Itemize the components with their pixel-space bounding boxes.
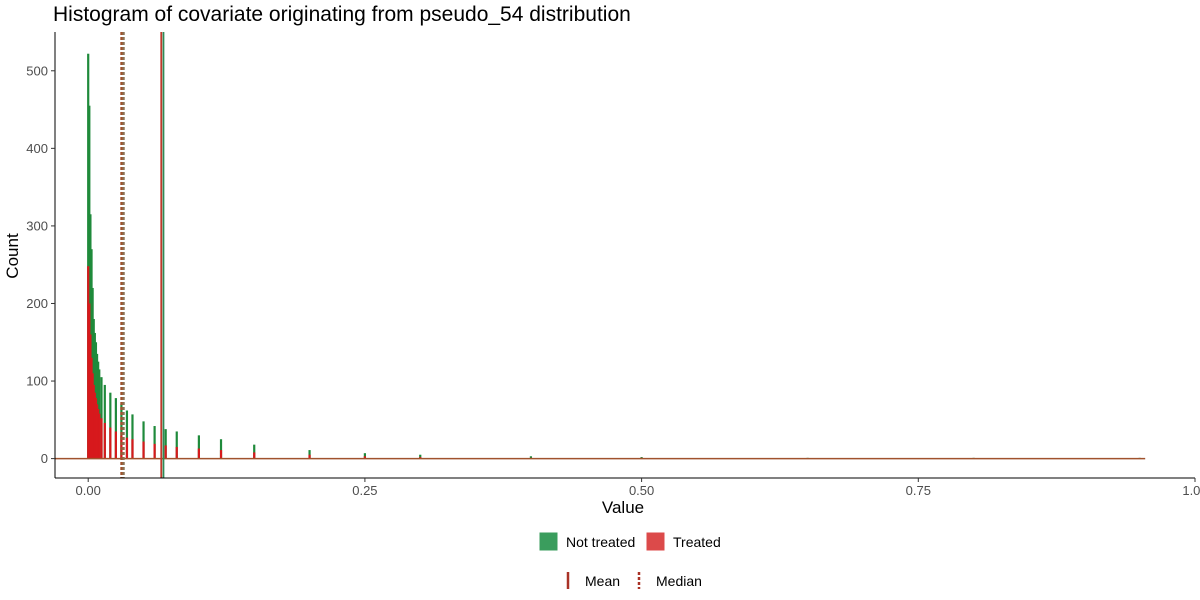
histogram-bar [125,437,129,459]
histogram-bar [153,443,156,459]
histogram-bar [95,404,99,459]
y-tick-label: 200 [26,296,48,311]
legend-label: Treated [673,534,721,550]
histogram-bar [253,444,256,459]
histogram-bar [100,377,103,459]
histogram-bar [90,357,93,459]
legend-swatch [539,532,558,551]
y-tick-label: 100 [26,374,48,389]
histogram-bar [97,408,100,459]
histogram-bar [164,429,167,459]
histogram-bar [109,427,112,459]
histogram-bar [87,266,90,459]
histogram-bar [419,457,422,459]
histogram-bar [253,452,256,459]
histogram-bar [308,450,311,459]
histogram-bar [120,435,123,459]
histogram-bar [100,418,103,459]
histogram-bar [197,435,200,459]
histogram-bar [109,392,112,459]
x-tick-label: 0.25 [352,483,377,498]
y-tick-label: 400 [26,141,48,156]
y-tick-label: 300 [26,218,48,233]
histogram-bar [142,441,145,459]
legend-label: Not treated [566,534,635,550]
legend-swatch [646,532,665,551]
chart-title: Histogram of covariate originating from … [53,3,631,26]
histogram-bar [363,453,367,459]
histogram-bar [419,454,422,459]
legend-item-median: Median [637,572,702,589]
legend-fill: Not treated Treated [539,532,721,551]
histogram-bar [114,431,117,459]
histogram-bar [125,410,129,459]
legend-label: Mean [585,573,620,589]
histogram-bar [175,446,178,459]
histogram-bar [131,439,134,459]
legend-item-treated: Treated [646,532,721,551]
histogram-bar [153,426,156,459]
histogram-bar [219,450,223,459]
histogram-bar [103,384,106,459]
series-not-treated [87,53,1141,459]
histogram-bar [94,398,98,459]
x-tick-label: 0.75 [906,483,931,498]
y-tick-label: 500 [26,63,48,78]
histogram-bar [88,303,91,459]
histogram-bar [90,249,93,459]
y-axis-title: Count [3,233,22,279]
histogram-bar [87,53,90,459]
x-tick-label: 1.00 [1182,483,1200,498]
histogram-bar [363,456,367,459]
x-axis-title: Value [602,498,644,517]
histogram-bar [103,422,106,459]
axes: 0 100 200 300 400 500 0.00 0.25 0.50 0.75 1.00 [26,32,1200,498]
histogram-bar [529,456,533,459]
histogram-bar [142,421,145,459]
histogram-bar [88,105,91,459]
histogram-bar [114,398,117,459]
x-tick-label: 0.00 [76,483,101,498]
series-treated [87,266,643,459]
y-tick-label: 0 [41,451,48,466]
plot-area [55,32,1146,478]
histogram-bar [164,445,167,459]
histogram-bar [93,392,96,459]
legend-lines: Mean Median [566,572,702,589]
histogram-bar [197,448,200,459]
x-tick-label: 0.50 [629,483,654,498]
legend-label: Median [656,573,702,589]
histogram-bar [92,384,95,459]
histogram-bar [219,439,223,459]
legend-item-not-treated: Not treated [539,532,635,551]
histogram-bar [120,404,123,459]
histogram-bar [308,454,311,459]
histogram-bar [175,431,178,459]
legend-item-mean: Mean [566,572,620,589]
histogram-bar [98,413,101,459]
histogram-bar [91,373,94,459]
histogram-bar [131,414,134,459]
histogram-bar [89,334,92,459]
